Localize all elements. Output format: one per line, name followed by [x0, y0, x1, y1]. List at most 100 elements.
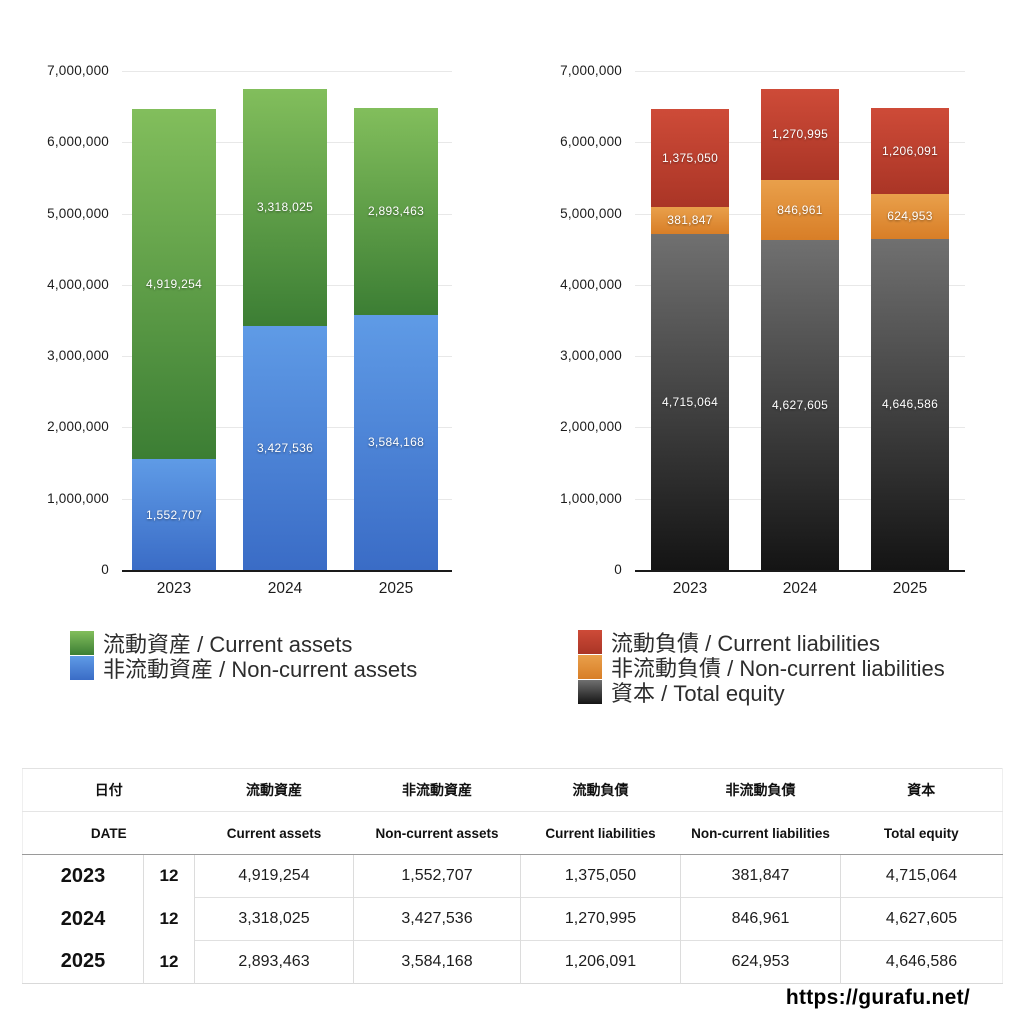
gridline — [635, 71, 965, 72]
bar-segment: 4,715,064 — [651, 233, 729, 570]
value-cell: 3,584,168 — [353, 940, 521, 984]
column-header: Current assets — [194, 811, 354, 855]
y-axis-tick-label: 2,000,000 — [47, 419, 109, 435]
y-axis-tick-label: 6,000,000 — [47, 134, 109, 150]
bar-value-label: 381,847 — [667, 213, 713, 228]
bar-segment: 3,584,168 — [354, 314, 438, 570]
bar-value-label: 4,919,254 — [145, 276, 203, 291]
balance-sheet-table: 日付 流動資産 非流動資産 流動負債 非流動負債 資本 DATE Current… — [22, 768, 1003, 984]
x-axis-label: 2024 — [267, 580, 303, 597]
bar-value-label: 4,715,064 — [661, 394, 719, 409]
bar-segment: 3,318,025 — [243, 89, 327, 326]
bar-segment: 846,961 — [761, 179, 839, 241]
x-axis-label: 2023 — [156, 580, 192, 597]
y-axis-tick-label: 3,000,000 — [47, 348, 109, 364]
table-row: 2023 12 4,919,254 1,552,707 1,375,050 38… — [22, 854, 1003, 898]
bar-value-label: 846,961 — [777, 202, 823, 217]
value-cell: 4,627,605 — [840, 897, 1003, 941]
column-header: Total equity — [840, 811, 1003, 855]
current-assets-swatch-icon — [70, 631, 94, 655]
bar-value-label: 1,206,091 — [881, 144, 939, 159]
total-equity-swatch-icon — [578, 680, 602, 704]
bar-segment: 4,919,254 — [132, 108, 216, 460]
bar-value-label: 3,318,025 — [256, 200, 314, 215]
y-axis-tick-label: 3,000,000 — [560, 348, 622, 364]
y-axis-tick-label: 0 — [101, 562, 109, 577]
legend-label: 流動負債 / Current liabilities — [611, 631, 880, 656]
column-header: 流動負債 — [572, 782, 629, 798]
non-current-assets-swatch-icon — [70, 656, 94, 680]
column-header: 流動資産 — [246, 782, 302, 798]
table-row: 2025 12 2,893,463 3,584,168 1,206,091 62… — [23, 940, 1003, 984]
column-header: Current liabilities — [520, 811, 681, 855]
bar-value-label: 4,627,605 — [771, 398, 829, 413]
bar-segment: 1,552,707 — [132, 459, 216, 570]
y-axis-tick-label: 4,000,000 — [47, 276, 109, 292]
assets-legend: 流動資産 / Current assets 非流動資産 / Non-curren… — [70, 631, 417, 682]
bar-value-label: 1,552,707 — [145, 507, 203, 522]
gridline — [122, 71, 452, 72]
current-liabilities-swatch-icon — [578, 630, 602, 654]
column-header: 非流動負債 — [725, 782, 796, 798]
bar-segment: 4,627,605 — [761, 240, 839, 570]
column-header: 資本 — [907, 782, 936, 798]
bar-segment: 381,847 — [651, 206, 729, 234]
bar-value-label: 3,427,536 — [256, 440, 314, 455]
column-header: Non-current assets — [353, 811, 521, 855]
legend-label: 非流動資産 / Non-current assets — [103, 657, 418, 682]
value-cell: 1,552,707 — [353, 854, 521, 898]
y-axis-tick-label: 0 — [614, 562, 622, 577]
value-cell: 1,375,050 — [520, 854, 681, 898]
bar-segment: 4,646,586 — [871, 238, 949, 570]
month-cell: 12 — [143, 940, 195, 984]
bar-segment: 624,953 — [871, 194, 949, 239]
non-current-liabilities-swatch-icon — [578, 655, 602, 679]
value-cell: 1,206,091 — [520, 940, 681, 984]
column-header: DATE — [22, 811, 195, 855]
y-axis-tick-label: 6,000,000 — [560, 134, 622, 150]
value-cell: 624,953 — [680, 940, 841, 984]
y-axis-tick-label: 1,000,000 — [47, 490, 109, 506]
legend-item-current-assets: 流動資産 / Current assets — [70, 631, 417, 657]
liabilities-equity-legend: 流動負債 / Current liabilities 非流動負債 / Non-c… — [578, 630, 945, 706]
legend-label: 非流動負債 / Non-current liabilities — [611, 656, 945, 681]
x-axis-label: 2024 — [782, 580, 818, 597]
legend-item-total-equity: 資本 / Total equity — [578, 680, 945, 706]
value-cell: 846,961 — [680, 897, 841, 941]
legend-label: 資本 / Total equity — [611, 681, 785, 706]
bar-segment: 1,206,091 — [871, 108, 949, 195]
table-header-row-english: DATE Current assets Non-current assets C… — [22, 811, 1003, 855]
value-cell: 4,646,586 — [840, 940, 1003, 984]
legend-label: 流動資産 / Current assets — [103, 632, 353, 657]
bar-segment: 1,375,050 — [651, 108, 729, 207]
value-cell: 3,427,536 — [353, 897, 521, 941]
value-cell: 3,318,025 — [194, 897, 354, 941]
legend-item-non-current-assets: 非流動資産 / Non-current assets — [70, 656, 417, 682]
y-axis-tick-label: 7,000,000 — [560, 63, 622, 78]
bar-value-label: 624,953 — [887, 209, 933, 224]
y-axis-tick-label: 2,000,000 — [560, 419, 622, 435]
year-cell: 2023 — [22, 854, 144, 898]
bar-segment: 2,893,463 — [354, 108, 438, 315]
month-cell: 12 — [143, 854, 195, 898]
bar-value-label: 3,584,168 — [367, 435, 425, 450]
bar-segment: 1,270,995 — [761, 89, 839, 180]
value-cell: 1,270,995 — [520, 897, 681, 941]
table-header-row-japanese: 日付 流動資産 非流動資産 流動負債 非流動負債 資本 — [23, 769, 1003, 812]
column-header: 非流動資産 — [402, 782, 472, 798]
year-cell: 2025 — [60, 950, 106, 973]
value-cell: 4,715,064 — [840, 854, 1003, 898]
bar-value-label: 1,270,995 — [771, 127, 829, 142]
value-cell: 2,893,463 — [194, 940, 354, 984]
y-axis-tick-label: 7,000,000 — [47, 63, 109, 78]
month-cell: 12 — [143, 897, 195, 941]
y-axis-tick-label: 4,000,000 — [560, 276, 622, 292]
year-cell: 2024 — [60, 907, 106, 930]
legend-item-current-liabilities: 流動負債 / Current liabilities — [578, 630, 945, 656]
y-axis-tick-label: 1,000,000 — [560, 490, 622, 506]
table-row: 2024 12 3,318,025 3,427,536 1,270,995 84… — [23, 897, 1003, 941]
column-header: Non-current liabilities — [680, 811, 841, 855]
bar-segment: 3,427,536 — [243, 325, 327, 570]
bar-value-label: 1,375,050 — [661, 150, 719, 165]
